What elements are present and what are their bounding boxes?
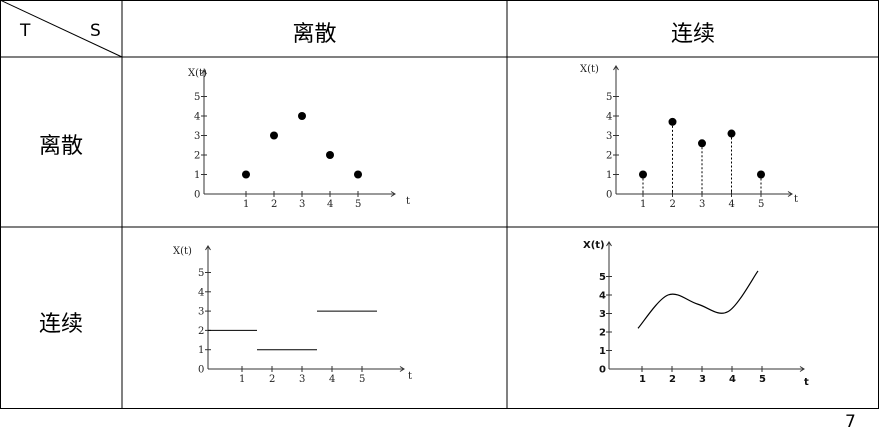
y-tick-label: 3 <box>198 307 204 318</box>
y-tick-label: 2 <box>599 328 606 339</box>
y-axis-arrow <box>613 65 619 71</box>
x-axis-label: t <box>408 371 412 382</box>
chart-2: X(t) t 1 2 3 4 5 0 1 2 3 4 5 <box>580 64 798 210</box>
y-tick-label: 0 <box>198 365 204 376</box>
data-point <box>698 139 706 148</box>
x-tick-label: 3 <box>299 374 305 385</box>
y-tick-label: 2 <box>198 326 204 337</box>
y-axis-label: X(t) <box>580 64 599 75</box>
corner-diagonal <box>0 0 123 58</box>
y-tick-label: 4 <box>606 112 612 123</box>
x-tick-label: 2 <box>669 374 676 385</box>
y-tick-label: 3 <box>194 131 200 142</box>
series-curve <box>637 270 759 329</box>
chart-4: X(t) t 1 2 3 4 5 0 1 2 3 4 5 <box>583 240 809 388</box>
x-tick-label: 5 <box>758 199 764 210</box>
chart-1: X(t) t 1 2 3 4 5 0 1 2 3 4 5 <box>188 68 410 210</box>
y-axis-label: X(t) <box>173 246 192 257</box>
x-axis-arrow <box>787 191 793 197</box>
x-tick-label: 2 <box>271 199 277 210</box>
x-tick-label: 5 <box>355 199 361 210</box>
x-tick-label: 3 <box>299 199 305 210</box>
row-header-continuous: 连续 <box>38 312 83 337</box>
y-tick-label: 0 <box>194 190 200 201</box>
y-tick-label: 4 <box>194 112 200 123</box>
x-tick-label: 4 <box>729 374 736 385</box>
col-header-continuous: 连续 <box>670 22 715 47</box>
x-tick-label: 1 <box>239 374 245 385</box>
x-tick-label: 3 <box>699 374 706 385</box>
col-header-discrete: 离散 <box>292 22 337 47</box>
x-axis-arrow <box>799 366 805 372</box>
y-tick-label: 2 <box>194 151 200 162</box>
data-point <box>727 129 736 138</box>
y-tick-label: 3 <box>599 309 606 320</box>
data-point <box>298 112 306 120</box>
y-tick-label: 1 <box>194 170 200 181</box>
y-tick-label: 1 <box>606 170 612 181</box>
x-tick-label: 5 <box>759 374 766 385</box>
y-axis-label: X(t) <box>583 240 605 251</box>
x-tick-label: 2 <box>670 199 676 210</box>
data-point <box>639 170 647 179</box>
data-point <box>270 131 278 140</box>
data-point <box>326 151 334 159</box>
y-tick-label: 2 <box>606 151 612 162</box>
x-axis-label: t <box>406 196 410 207</box>
data-point <box>668 117 677 126</box>
y-tick-label: 4 <box>198 287 204 298</box>
chart-3: X(t) t 1 2 3 4 5 0 1 2 3 4 5 <box>173 245 412 385</box>
x-axis-label: t <box>794 194 798 205</box>
x-tick-label: 4 <box>327 199 333 210</box>
y-tick-label: 0 <box>599 365 606 376</box>
x-tick-label: 4 <box>329 374 335 385</box>
y-tick-label: 1 <box>599 346 606 357</box>
y-axis-arrow <box>205 245 211 251</box>
y-tick-label: 4 <box>599 291 606 302</box>
corner-col-label: S <box>90 21 101 41</box>
x-tick-label: 1 <box>243 199 249 210</box>
corner-row-label: T <box>20 21 31 41</box>
y-tick-label: 0 <box>606 190 612 201</box>
row-header-discrete: 离散 <box>38 134 83 159</box>
page-number: 7 <box>845 412 856 432</box>
y-axis-arrow <box>606 241 612 247</box>
x-tick-label: 4 <box>729 199 735 210</box>
y-tick-label: 5 <box>606 92 612 103</box>
data-point <box>757 170 765 179</box>
x-axis-arrow <box>390 191 396 197</box>
data-point <box>354 170 362 179</box>
data-point <box>242 170 250 179</box>
x-tick-label: 3 <box>699 199 705 210</box>
y-axis-label: X(t) <box>188 68 207 79</box>
x-tick-label: 1 <box>640 199 646 210</box>
x-tick-label: 2 <box>269 374 275 385</box>
y-tick-label: 1 <box>198 345 204 356</box>
table-borders <box>0 0 879 409</box>
y-tick-label: 5 <box>198 268 204 279</box>
x-tick-label: 5 <box>359 374 365 385</box>
x-axis-arrow <box>399 366 405 372</box>
y-tick-label: 3 <box>606 131 612 142</box>
x-axis-label: t <box>804 377 809 388</box>
x-tick-label: 1 <box>639 374 646 385</box>
y-axis-arrow <box>201 69 207 75</box>
y-tick-label: 5 <box>194 92 200 103</box>
y-tick-label: 5 <box>599 272 606 283</box>
